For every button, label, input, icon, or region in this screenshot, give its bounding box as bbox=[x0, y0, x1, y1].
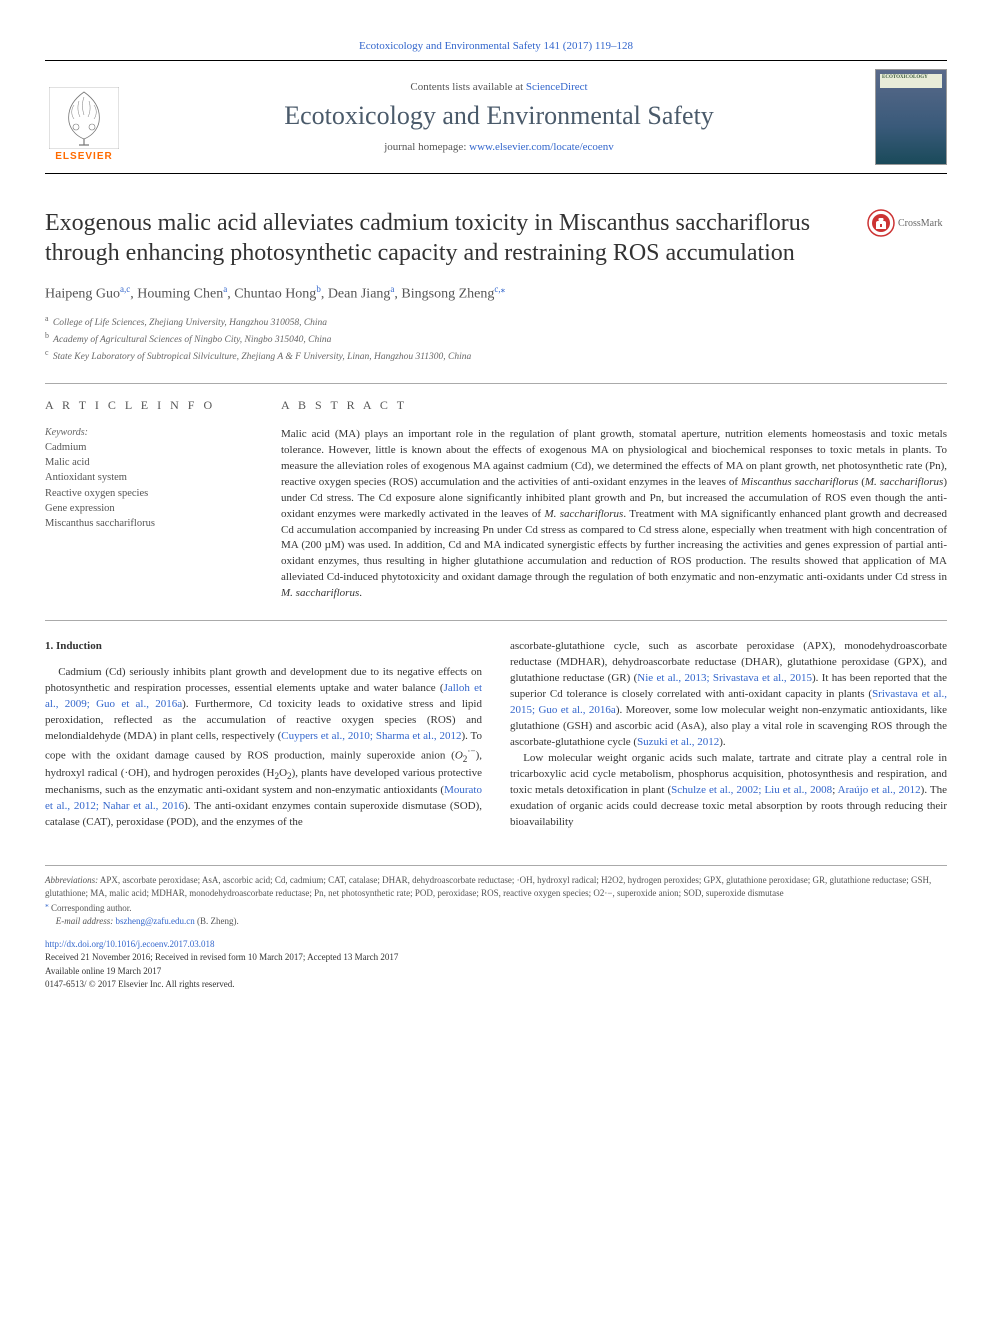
corr-email-link[interactable]: bszheng@zafu.edu.cn bbox=[115, 916, 194, 926]
citation-link[interactable]: Srivastava et al., 2015; Guo et al., 201… bbox=[510, 688, 947, 716]
body-right-para-2: Low molecular weight organic acids such … bbox=[510, 751, 947, 831]
affiliation: a College of Life Sciences, Zhejiang Uni… bbox=[45, 313, 947, 330]
email-label: E-mail address: bbox=[56, 916, 116, 926]
abstract-col: A B S T R A C T Malic acid (MA) plays an… bbox=[281, 398, 947, 602]
footnotes: Abbreviations: APX, ascorbate peroxidase… bbox=[45, 865, 947, 928]
keyword: Malic acid bbox=[45, 455, 245, 470]
received-line: Received 21 November 2016; Received in r… bbox=[45, 951, 947, 964]
homepage-link[interactable]: www.elsevier.com/locate/ecoenv bbox=[469, 141, 614, 153]
body-columns: 1. Induction Cadmium (Cd) seriously inhi… bbox=[45, 639, 947, 831]
crossmark-icon bbox=[867, 209, 895, 237]
copyright-line: 0147-6513/ © 2017 Elsevier Inc. All righ… bbox=[45, 978, 947, 991]
citation-link[interactable]: Suzuki et al., 2012 bbox=[637, 736, 719, 748]
info-abstract-row: A R T I C L E I N F O Keywords: CadmiumM… bbox=[45, 398, 947, 602]
title-block: Exogenous malic acid alleviates cadmium … bbox=[45, 208, 947, 268]
corresponding-author-line: ⁎ Corresponding author. bbox=[45, 900, 947, 915]
abbrev-text: APX, ascorbate peroxidase; AsA, ascorbic… bbox=[45, 875, 931, 898]
elsevier-logo[interactable]: ELSEVIER bbox=[45, 72, 123, 162]
sciencedirect-link[interactable]: ScienceDirect bbox=[526, 81, 588, 93]
keyword: Reactive oxygen species bbox=[45, 486, 245, 501]
email-suffix: (B. Zheng). bbox=[195, 916, 239, 926]
keyword-list: CadmiumMalic acidAntioxidant systemReact… bbox=[45, 440, 245, 531]
body-col-left: 1. Induction Cadmium (Cd) seriously inhi… bbox=[45, 639, 482, 831]
homepage-line: journal homepage: www.elsevier.com/locat… bbox=[133, 141, 865, 153]
affiliation-list: a College of Life Sciences, Zhejiang Uni… bbox=[45, 313, 947, 365]
citation-header: Ecotoxicology and Environmental Safety 1… bbox=[45, 40, 947, 52]
citation-link[interactable]: Araújo et al., 2012 bbox=[838, 784, 921, 796]
abbrev-label: Abbreviations: bbox=[45, 875, 98, 885]
doi-block: http://dx.doi.org/10.1016/j.ecoenv.2017.… bbox=[45, 938, 947, 990]
keyword: Miscanthus sacchariflorus bbox=[45, 516, 245, 531]
crossmark-badge[interactable]: CrossMark bbox=[867, 208, 947, 238]
cover-title-1: ECOTOXICOLOGY bbox=[882, 75, 928, 80]
author-list: Haipeng Guoa,c, Houming Chena, Chuntao H… bbox=[45, 284, 947, 303]
corr-label: Corresponding author. bbox=[51, 903, 132, 913]
journal-cover-thumb[interactable]: ECOTOXICOLOGY bbox=[875, 69, 947, 165]
body-left-para: Cadmium (Cd) seriously inhibits plant gr… bbox=[45, 665, 482, 831]
banner-center: Contents lists available at ScienceDirec… bbox=[133, 81, 865, 153]
article-title: Exogenous malic acid alleviates cadmium … bbox=[45, 208, 847, 268]
affiliation: b Academy of Agricultural Sciences of Ni… bbox=[45, 330, 947, 347]
keyword: Gene expression bbox=[45, 501, 245, 516]
divider-1 bbox=[45, 383, 947, 384]
available-line: Available online 19 March 2017 bbox=[45, 965, 947, 978]
elsevier-wordmark: ELSEVIER bbox=[55, 151, 112, 162]
body-col-right: ascorbate-glutathione cycle, such as asc… bbox=[510, 639, 947, 831]
journal-title: Ecotoxicology and Environmental Safety bbox=[133, 101, 865, 131]
doi-link[interactable]: http://dx.doi.org/10.1016/j.ecoenv.2017.… bbox=[45, 938, 947, 951]
affiliation: c State Key Laboratory of Subtropical Si… bbox=[45, 347, 947, 364]
elsevier-tree-icon bbox=[49, 87, 119, 149]
contents-available-line: Contents lists available at ScienceDirec… bbox=[133, 81, 865, 93]
divider-2 bbox=[45, 620, 947, 621]
abbreviations-line: Abbreviations: APX, ascorbate peroxidase… bbox=[45, 874, 947, 900]
section-1-heading: 1. Induction bbox=[45, 639, 482, 655]
citation-link[interactable]: Mourato et al., 2012; Nahar et al., 2016 bbox=[45, 784, 482, 812]
email-line: E-mail address: bszheng@zafu.edu.cn (B. … bbox=[45, 915, 947, 928]
abstract-text: Malic acid (MA) plays an important role … bbox=[281, 427, 947, 602]
citation-link[interactable]: Schulze et al., 2002; Liu et al., 2008 bbox=[671, 784, 832, 796]
crossmark-label: CrossMark bbox=[898, 218, 942, 229]
article-info-col: A R T I C L E I N F O Keywords: CadmiumM… bbox=[45, 398, 245, 602]
citation-link[interactable]: Cuypers et al., 2010; Sharma et al., 201… bbox=[281, 730, 461, 742]
citation-link[interactable]: Jalloh et al., 2009; Guo et al., 2016a bbox=[45, 682, 482, 710]
keyword: Cadmium bbox=[45, 440, 245, 455]
body-right-para-1: ascorbate-glutathione cycle, such as asc… bbox=[510, 639, 947, 751]
contents-prefix: Contents lists available at bbox=[410, 81, 525, 93]
keyword: Antioxidant system bbox=[45, 470, 245, 485]
article-info-header: A R T I C L E I N F O bbox=[45, 398, 245, 413]
journal-banner: ELSEVIER Contents lists available at Sci… bbox=[45, 60, 947, 174]
abstract-header: A B S T R A C T bbox=[281, 398, 947, 413]
citation-link[interactable]: Nie et al., 2013; Srivastava et al., 201… bbox=[637, 672, 812, 684]
homepage-prefix: journal homepage: bbox=[384, 141, 469, 153]
keywords-label: Keywords: bbox=[45, 427, 245, 438]
